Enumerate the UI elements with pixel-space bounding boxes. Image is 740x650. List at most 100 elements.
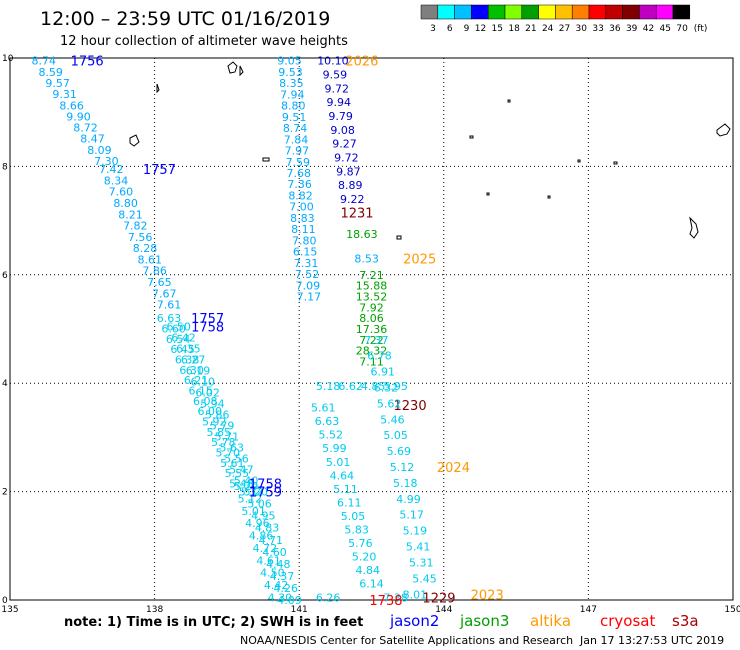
swh-value: 8.74 [31, 55, 56, 68]
island-shape [716, 123, 731, 137]
legend-swatch [504, 4, 523, 20]
swh-value: 6.30 [179, 364, 204, 377]
swh-value: 8.59 [38, 66, 63, 79]
pass-track: 8.748.599.579.318.669.908.728.478.097.30… [31, 55, 118, 168]
legend-swatch [521, 4, 539, 20]
satellite-name: s3a [672, 612, 699, 630]
swh-value: 6.50 [166, 320, 191, 333]
swh-value: 5.94 [200, 397, 225, 410]
lat-tick-label: 8 [2, 162, 8, 172]
island-shape [239, 65, 244, 77]
legend-label: 18 [508, 24, 520, 34]
swh-value: 9.79 [328, 110, 353, 123]
lat-tick-label: 10 [2, 54, 14, 64]
pass-track: 6.636.606.546.456.386.306.216.156.086.00… [157, 312, 254, 490]
swh-value: 6.26 [316, 591, 341, 604]
swh-value: 9.59 [323, 69, 348, 82]
swh-value: 4.71 [259, 534, 284, 547]
swh-value: 7.61 [157, 299, 182, 312]
swh-value: 7.84 [284, 133, 309, 146]
pass-track: 6.506.426.356.276.196.106.025.945.865.79… [166, 320, 263, 498]
island-shape [262, 157, 270, 162]
swh-value: 6.21 [184, 374, 209, 387]
legend-swatch [605, 4, 623, 20]
legend-label: 33 [592, 24, 603, 34]
legend-swatch [437, 4, 455, 20]
swh-value: 28.32 [356, 345, 388, 358]
swh-value: 5.05 [341, 510, 366, 523]
legend-label: 12 [475, 24, 486, 34]
swh-value: 5.92 [202, 415, 227, 428]
swh-value: 7.30 [94, 155, 119, 168]
swh-value: 8.89 [338, 179, 363, 192]
swh-value: 7.56 [128, 231, 153, 244]
swh-value: 4.26 [274, 582, 299, 595]
swh-value: 7.86 [142, 265, 167, 278]
footer-note: note: 1) Time is in UTC; 2) SWH is in fe… [64, 615, 363, 630]
swh-value: 6.10 [191, 375, 216, 388]
swh-value: 6.15 [188, 384, 213, 397]
island-shape [156, 83, 160, 94]
legend-label: 42 [643, 24, 654, 34]
swh-value: 10.10 [317, 55, 349, 68]
swh-value: 5.18 [316, 380, 341, 393]
swh-value: 6.91 [370, 366, 395, 379]
swh-value: 6.00 [197, 405, 222, 418]
pass-time-label: 2026 [345, 55, 378, 70]
swh-value: 4.95 [251, 510, 276, 523]
swh-value: 8.83 [290, 212, 315, 225]
swh-value: 6.27 [181, 353, 206, 366]
island-coastlines [129, 61, 731, 240]
swh-value: 6.19 [186, 364, 211, 377]
swh-value: 5.63 [219, 442, 244, 455]
lon-tick-label: 150 [724, 605, 740, 615]
swh-value: 6.15 [293, 246, 318, 259]
legend-label: 3 [430, 24, 436, 34]
swh-value: 8.35 [279, 77, 304, 90]
lon-tick-label: 141 [291, 605, 308, 615]
legend-swatch [588, 4, 607, 20]
swh-value: 8.61 [138, 253, 163, 266]
lon-tick-label: 135 [1, 605, 18, 615]
legend-label: 39 [626, 24, 638, 34]
swh-value: 7.67 [152, 287, 177, 300]
swh-value: 5.48 [229, 477, 254, 490]
pass-time-label: 1758 [249, 477, 282, 492]
swh-value: 6.78 [367, 350, 392, 363]
swh-value: 5.32 [239, 486, 264, 499]
lat-tick-label: 6 [2, 271, 8, 281]
swh-value: 6.08 [193, 395, 218, 408]
swh-value: 4.30 [268, 591, 293, 604]
swh-value: 4.83 [255, 522, 280, 535]
swh-value: 5.41 [406, 541, 431, 554]
swh-value: 7.92 [359, 301, 384, 314]
swh-value: 9.27 [332, 138, 357, 151]
pass-time-label: 1231 [340, 206, 373, 221]
swh-value: 7.82 [123, 220, 148, 233]
swh-value: 5.56 [224, 453, 249, 466]
swh-value: 5.01 [326, 456, 351, 469]
legend-swatch [471, 4, 489, 20]
swh-value: 8.47 [80, 133, 105, 146]
satellite-name: jason2 [389, 612, 439, 630]
swh-value: 5.45 [412, 572, 437, 585]
swh-value: 7.17 [297, 290, 322, 303]
pass-track: 9.059.538.357.948.809.518.747.847.977.59… [277, 55, 378, 304]
swh-value: 5.47 [229, 464, 254, 477]
swh-value: 5.20 [244, 486, 269, 499]
swh-value: 7.97 [285, 145, 310, 158]
swh-value: 5.85 [207, 426, 232, 439]
swh-value: 9.87 [336, 165, 361, 178]
map-title: 12:00 – 23:59 UTC 01/16/2019 [40, 8, 330, 30]
swh-value: 7.52 [295, 268, 320, 281]
swh-value: 5.29 [234, 480, 259, 493]
swh-value: 9.72 [334, 151, 359, 164]
altimeter-passes: 8.748.599.579.318.669.908.728.478.097.30… [31, 55, 503, 609]
swh-value: 5.52 [318, 429, 343, 442]
swh-value: 6.11 [337, 496, 362, 509]
swh-value: 7.38 [383, 591, 408, 604]
swh-value: 6.14 [359, 578, 384, 591]
lon-tick-label: 147 [580, 605, 597, 615]
